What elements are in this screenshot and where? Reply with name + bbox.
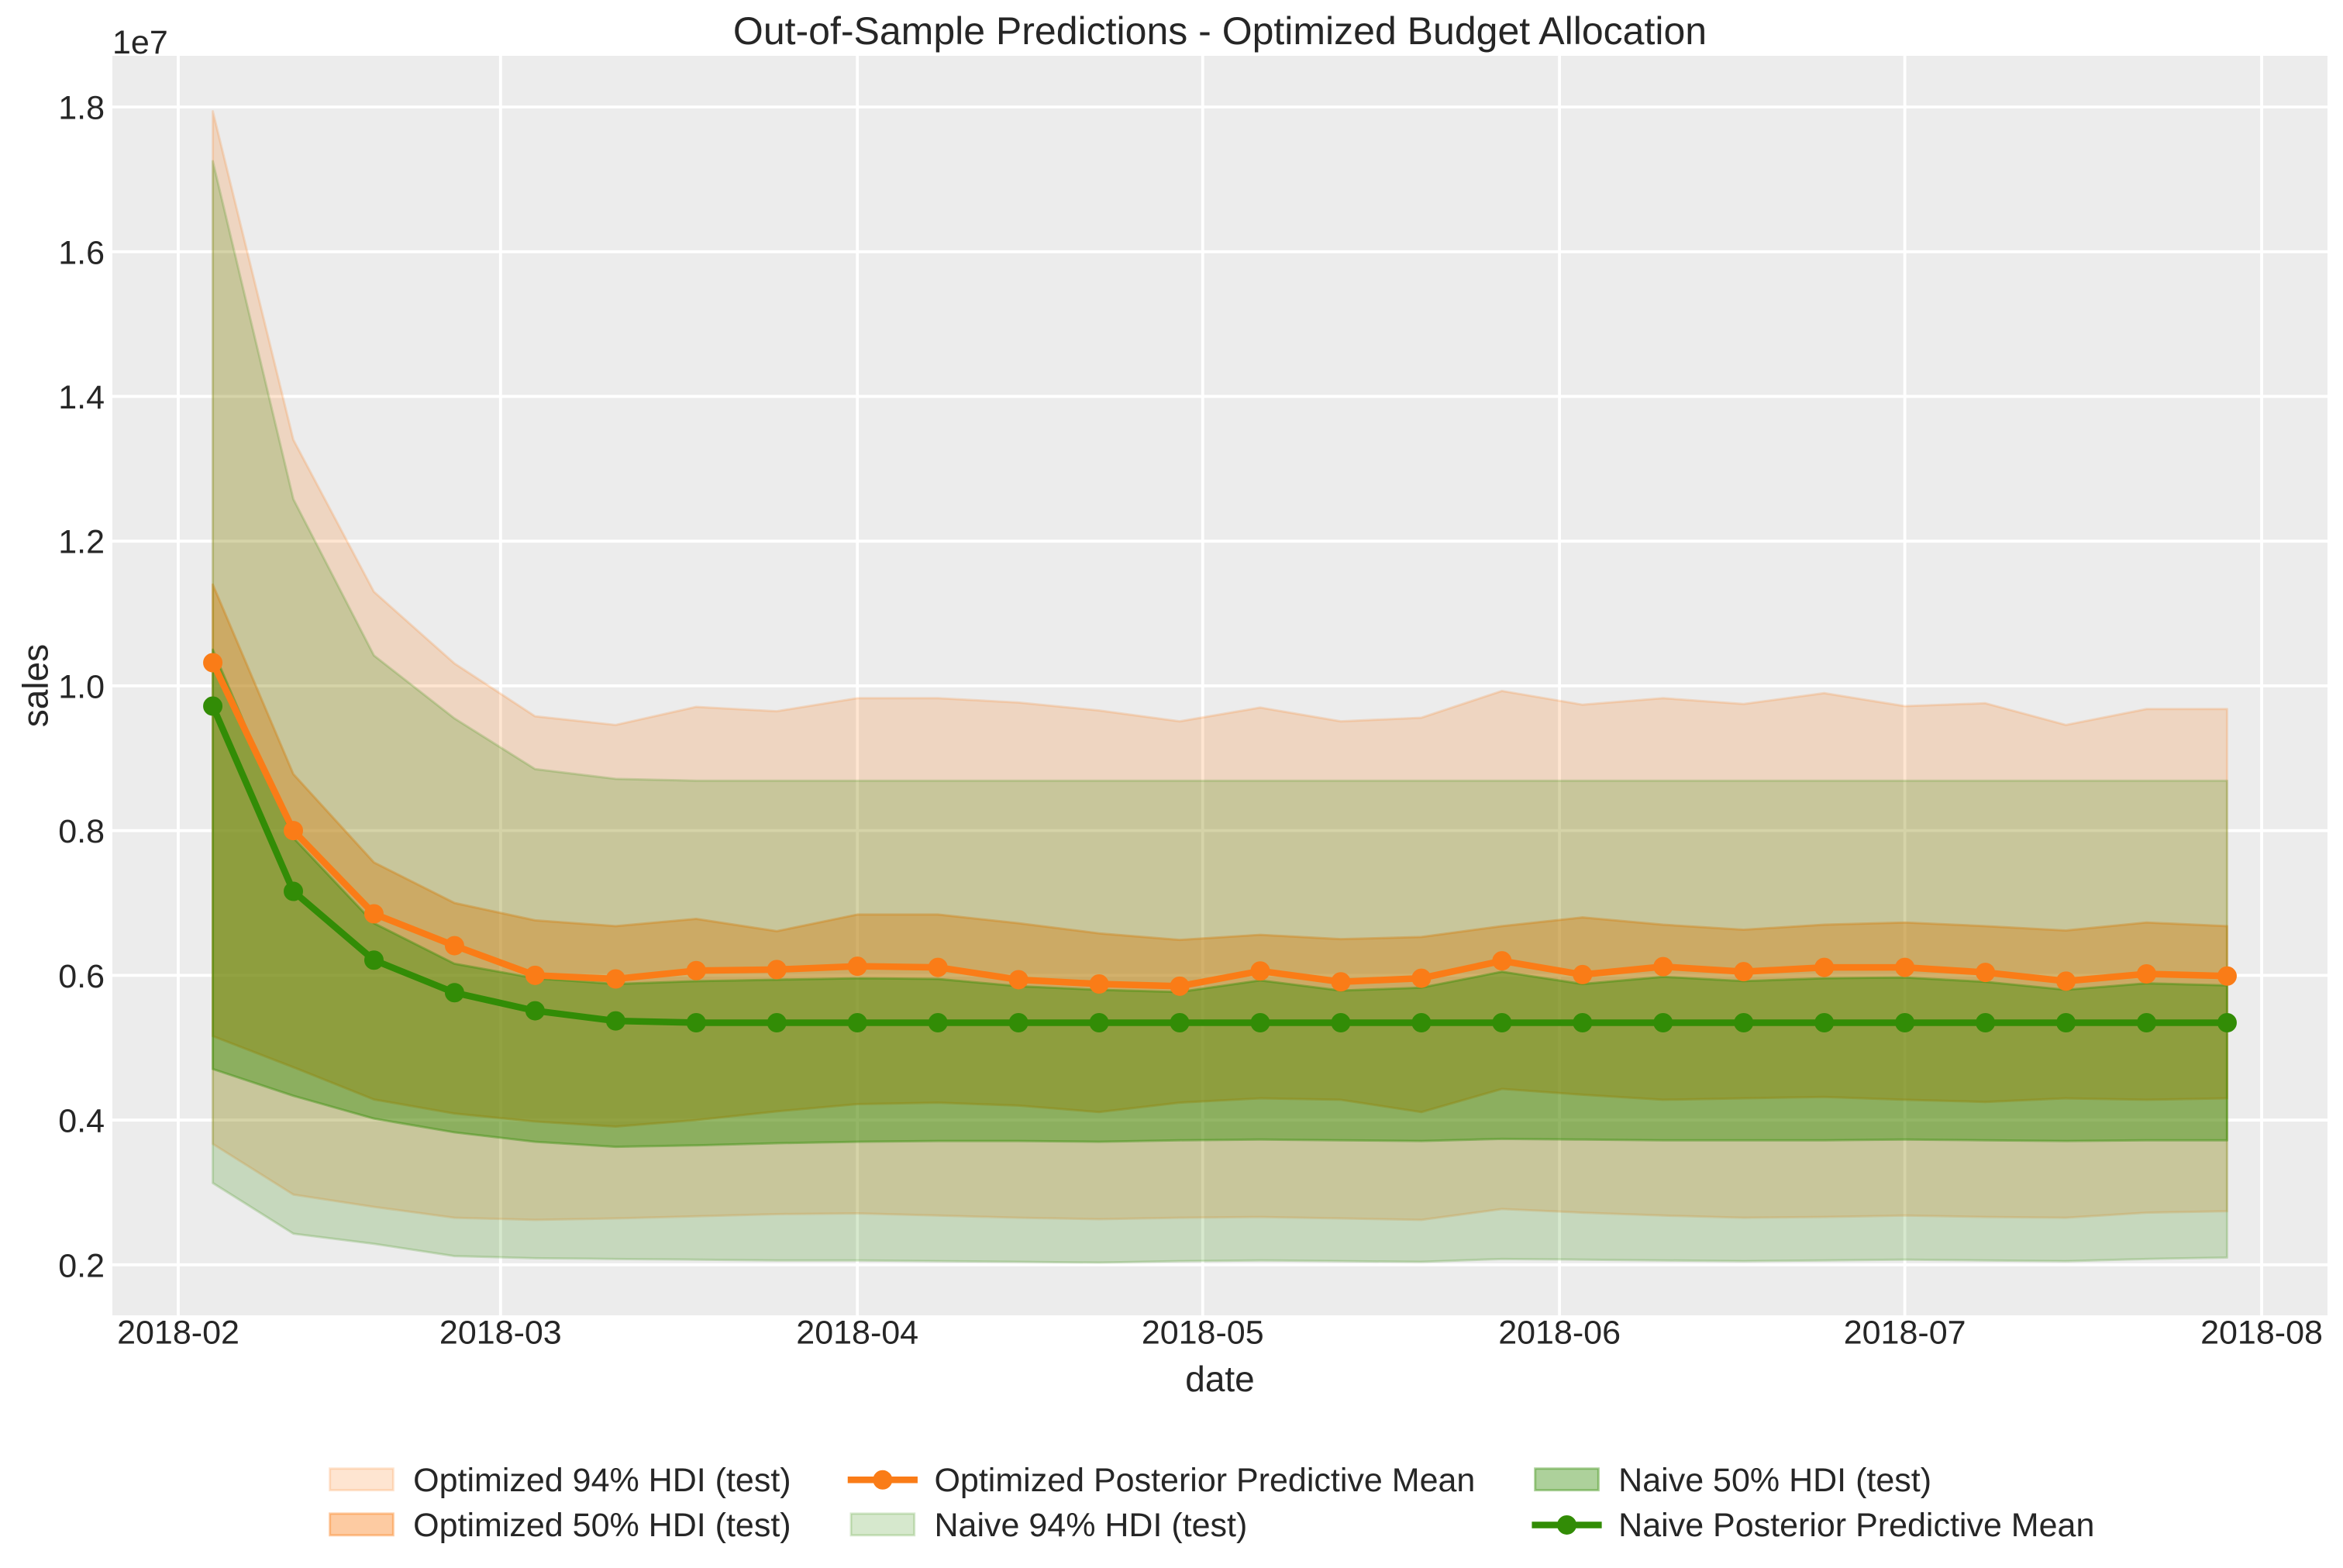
svg-text:Optimized 94% HDI (test): Optimized 94% HDI (test) <box>413 1462 791 1499</box>
svg-text:Out-of-Sample Predictions - Op: Out-of-Sample Predictions - Optimized Bu… <box>733 9 1707 53</box>
svg-text:0.4: 0.4 <box>58 1103 105 1140</box>
svg-text:0.6: 0.6 <box>58 958 105 995</box>
svg-text:1.6: 1.6 <box>58 234 105 271</box>
svg-text:2018-02: 2018-02 <box>117 1315 239 1352</box>
svg-text:2018-08: 2018-08 <box>2200 1315 2323 1352</box>
svg-text:Optimized 50% HDI (test): Optimized 50% HDI (test) <box>413 1507 791 1544</box>
svg-text:1e7: 1e7 <box>112 24 168 61</box>
svg-text:2018-06: 2018-06 <box>1498 1315 1621 1352</box>
svg-text:1.4: 1.4 <box>58 379 105 416</box>
svg-text:2018-04: 2018-04 <box>796 1315 918 1352</box>
svg-text:date: date <box>1185 1359 1255 1399</box>
svg-text:Optimized Posterior Predictive: Optimized Posterior Predictive Mean <box>934 1462 1475 1499</box>
svg-text:0.2: 0.2 <box>58 1247 105 1284</box>
svg-text:1.8: 1.8 <box>58 90 105 127</box>
svg-text:Naive 50% HDI (test): Naive 50% HDI (test) <box>1618 1462 1931 1499</box>
svg-text:2018-07: 2018-07 <box>1844 1315 1966 1352</box>
svg-text:2018-05: 2018-05 <box>1142 1315 1264 1352</box>
svg-text:Naive 94% HDI (test): Naive 94% HDI (test) <box>934 1507 1247 1544</box>
svg-text:1.0: 1.0 <box>58 668 105 705</box>
svg-text:1.2: 1.2 <box>58 524 105 561</box>
svg-text:0.8: 0.8 <box>58 813 105 850</box>
svg-text:2018-03: 2018-03 <box>439 1315 562 1352</box>
svg-text:sales: sales <box>16 644 56 727</box>
svg-text:Naive Posterior Predictive Mea: Naive Posterior Predictive Mean <box>1618 1507 2094 1544</box>
